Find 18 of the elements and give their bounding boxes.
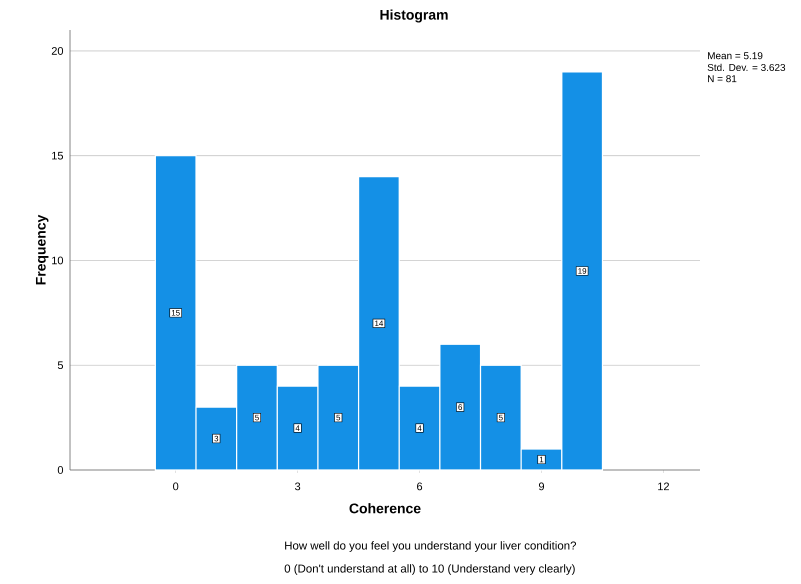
x-tick-label: 6 xyxy=(417,482,422,490)
y-tick-label: 15 xyxy=(52,152,64,160)
x-tick-label: 9 xyxy=(538,482,544,490)
x-tick-label: 12 xyxy=(658,482,669,490)
y-tick-label: 5 xyxy=(58,361,64,370)
y-tick-label: 10 xyxy=(52,256,64,264)
text: 0 (Don't understand at all) to 10 (Understand very clearly) xyxy=(284,564,575,575)
x-tick-label: 3 xyxy=(294,482,300,490)
chart-title: Histogram xyxy=(380,9,448,23)
x-tick-label: 0 xyxy=(173,482,178,490)
y-tick-label: 0 xyxy=(58,466,64,474)
text: Std. Dev. = 3.623 xyxy=(708,64,786,71)
y-axis-title: Frequency xyxy=(36,214,48,284)
y-tick-label: 20 xyxy=(52,47,64,55)
text: Mean = 5.19 xyxy=(708,52,762,60)
text: N = 81 xyxy=(708,75,736,82)
x-axis-title: Coherence xyxy=(350,503,421,514)
text: How well do you feel you understand your liver condition? xyxy=(285,541,576,552)
